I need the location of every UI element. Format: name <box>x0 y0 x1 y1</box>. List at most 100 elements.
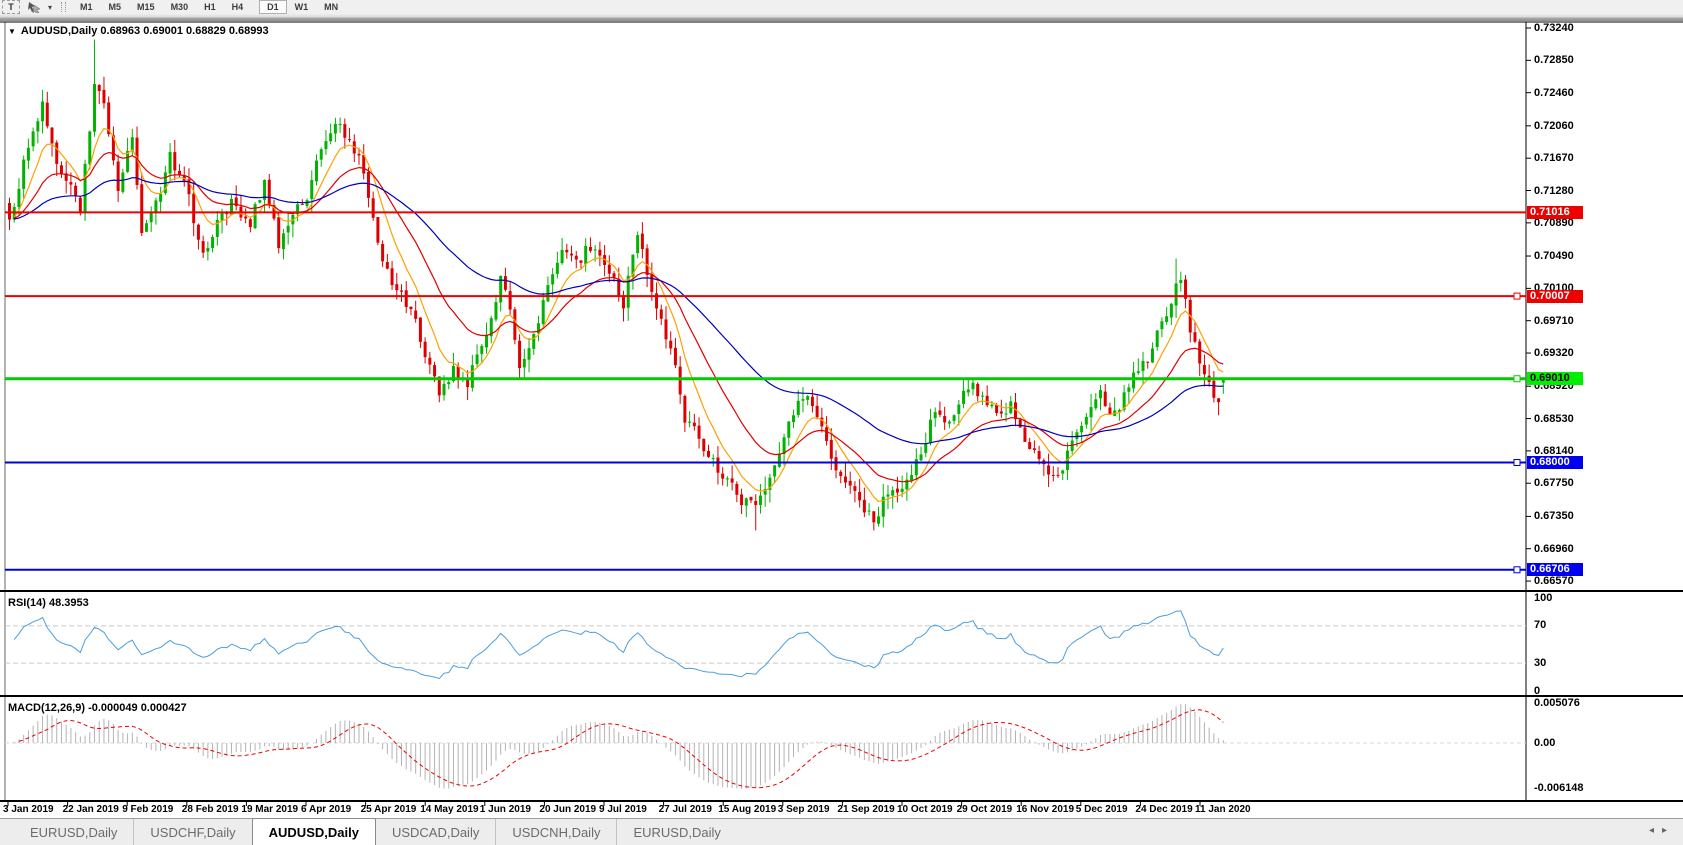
price-tick-0.73240: 0.73240 <box>1534 22 1574 34</box>
candlestick-series <box>8 39 1225 531</box>
date-tick-21-Sep-2019: 21 Sep 2019 <box>837 804 895 815</box>
price-tick-0.69710: 0.69710 <box>1534 314 1574 327</box>
macd-scale-min: -0.006148 <box>1534 782 1584 794</box>
timeframe-button-h4[interactable]: H4 <box>231 2 244 12</box>
rsi-value: 48.3953 <box>48 597 89 609</box>
date-tick-11-Jan-2020: 11 Jan 2020 <box>1195 804 1251 815</box>
symbol-period-label: AUDUSD,Daily <box>20 25 98 37</box>
price-tick-0.72850: 0.72850 <box>1534 54 1574 67</box>
hline-handle-0.66706[interactable] <box>1513 566 1521 574</box>
timeframe-button-w1[interactable]: W1 <box>294 2 309 12</box>
chart-tab-audusd-2[interactable]: AUDUSD,Daily <box>251 818 376 845</box>
macd-name: MACD(12,26,9) <box>8 702 86 714</box>
macd-indicator-label: MACD(12,26,9) -0.000049 0.000427 <box>8 702 187 714</box>
price-tick-0.68530: 0.68530 <box>1534 412 1574 425</box>
chevron-down-icon[interactable]: ▾ <box>48 2 53 12</box>
tab-scroll-right-icon[interactable]: ▸ <box>1661 825 1675 836</box>
macd-histogram <box>13 704 1224 789</box>
price-tick-0.72460: 0.72460 <box>1534 86 1574 99</box>
price-flag-0.66706: 0.66706 <box>1527 563 1583 577</box>
hline-handle-0.69010[interactable] <box>1513 375 1521 383</box>
date-tick-16-Nov-2019: 16 Nov 2019 <box>1016 804 1075 815</box>
date-tick-10-Oct-2019: 10 Oct 2019 <box>897 804 953 815</box>
date-tick-15-Aug-2019: 15 Aug 2019 <box>718 804 777 815</box>
ma-line-55 <box>14 177 1224 445</box>
price-tick-0.70490: 0.70490 <box>1534 250 1574 263</box>
ma-line-21 <box>13 151 1224 483</box>
price-flag-0.71016: 0.71016 <box>1527 205 1583 219</box>
price-tick-0.72060: 0.72060 <box>1534 119 1574 132</box>
rsi-indicator-label: RSI(14) 48.3953 <box>8 597 89 609</box>
rsi-name: RSI(14) <box>8 597 46 609</box>
price-flag-0.70007: 0.70007 <box>1527 289 1583 303</box>
tab-scroll-left-icon[interactable]: ◂ <box>1648 825 1662 836</box>
chart-tab-usdchf-1[interactable]: USDCHF,Daily <box>133 819 251 845</box>
date-tick-28-Feb-2019: 28 Feb 2019 <box>181 804 239 815</box>
date-tick-1-Jun-2019: 1 Jun 2019 <box>479 804 531 815</box>
price-tick-0.71670: 0.71670 <box>1534 152 1574 165</box>
date-tick-22-Jan-2019: 22 Jan 2019 <box>62 804 119 815</box>
price-tick-0.66960: 0.66960 <box>1534 542 1574 555</box>
tab-scroll-buttons: ◂▸ <box>1649 825 1675 836</box>
price-flag-0.68000: 0.68000 <box>1527 455 1583 469</box>
date-tick-25-Apr-2019: 25 Apr 2019 <box>360 804 417 815</box>
arrows-icon <box>28 1 40 13</box>
timeframe-button-m1[interactable]: M1 <box>80 2 93 12</box>
date-tick-14-May-2019: 14 May 2019 <box>420 804 479 815</box>
date-tick-20-Jun-2019: 20 Jun 2019 <box>539 804 597 815</box>
ma-line-8 <box>13 127 1224 503</box>
date-tick-3-Sep-2019: 3 Sep 2019 <box>777 804 830 815</box>
timeframe-button-d1[interactable]: D1 <box>259 0 287 14</box>
rsi-scale-100: 100 <box>1534 592 1553 604</box>
hline-handle-0.70007[interactable] <box>1513 292 1521 300</box>
rsi-line <box>13 610 1224 680</box>
text-tool-button[interactable]: T <box>2 0 20 14</box>
macd-signal-line <box>18 709 1224 789</box>
timeframe-buttons: M1 M5 M15 M30 H1 H4 D1 W1 MN <box>72 0 346 14</box>
price-rsi-separator <box>0 590 1683 592</box>
date-tick-9-Jul-2019: 9 Jul 2019 <box>599 804 647 815</box>
timeframe-button-m30[interactable]: M30 <box>170 2 189 12</box>
timeframe-button-mn[interactable]: MN <box>324 2 339 12</box>
timeframe-button-m5[interactable]: M5 <box>108 2 122 12</box>
hline-handle-0.68000[interactable] <box>1513 458 1521 466</box>
chart-tabs-bar: EURUSD,Daily USDCHF,Daily AUDUSD,Daily USDC… <box>0 818 1683 845</box>
price-tick-0.68140: 0.68140 <box>1534 444 1574 457</box>
price-flag-0.69010: 0.69010 <box>1527 372 1583 386</box>
arrows-tool-button[interactable] <box>24 1 43 13</box>
price-tick-0.70890: 0.70890 <box>1534 216 1574 229</box>
ohlc-values: 0.68963 0.69001 0.68829 0.68993 <box>100 25 269 37</box>
timeframe-button-m15[interactable]: M15 <box>137 2 155 12</box>
chart-title: ▼ AUDUSD,Daily 0.68963 0.69001 0.68829 0.… <box>8 25 269 37</box>
chart-tabs: EURUSD,Daily USDCHF,Daily AUDUSD,Daily USDC… <box>14 818 737 845</box>
price-tick-0.67750: 0.67750 <box>1534 477 1574 490</box>
price-tick-0.67350: 0.67350 <box>1534 510 1574 523</box>
date-tick-29-Oct-2019: 29 Oct 2019 <box>956 804 1013 815</box>
date-tick-5-Dec-2019: 5 Dec 2019 <box>1075 804 1128 815</box>
chart-canvas[interactable] <box>0 21 1683 818</box>
date-tick-24-Dec-2019: 24 Dec 2019 <box>1135 804 1193 815</box>
chart-tab-usdcnh-4[interactable]: USDCNH,Daily <box>495 819 616 845</box>
chart-window: ▼ AUDUSD,Daily 0.68963 0.69001 0.68829 0.… <box>0 21 1683 818</box>
chart-tab-usdcad-3[interactable]: USDCAD,Daily <box>391 824 480 840</box>
toolbar-grip <box>61 2 67 12</box>
macd-bottom-border <box>0 800 1683 802</box>
price-tick-0.71280: 0.71280 <box>1534 184 1574 197</box>
chart-tab-eurusd-5[interactable]: EURUSD,Daily <box>616 819 736 845</box>
toolbar: T ▾ M1 M5 M15 M30 H1 H4 D1 W1 MN <box>0 0 1683 14</box>
collapse-triangle-icon[interactable]: ▼ <box>8 27 16 36</box>
price-tick-0.66570: 0.66570 <box>1534 575 1574 588</box>
date-tick-9-Feb-2019: 9 Feb 2019 <box>122 804 174 815</box>
timeframe-button-h1[interactable]: H1 <box>204 2 216 12</box>
macd-scale-max: 0.005076 <box>1534 697 1580 709</box>
rsi-scale-30: 30 <box>1534 657 1547 669</box>
macd-values: -0.000049 0.000427 <box>88 702 187 714</box>
date-tick-3-Jan-2019: 3 Jan 2019 <box>3 804 54 815</box>
chart-tab-eurusd-0[interactable]: EURUSD,Daily <box>30 824 118 840</box>
date-tick-19-Mar-2019: 19 Mar 2019 <box>241 804 299 815</box>
date-tick-27-Jul-2019: 27 Jul 2019 <box>658 804 712 815</box>
rsi-macd-separator <box>0 695 1683 697</box>
chart-h-scrollbar[interactable] <box>0 14 1683 21</box>
rsi-scale-70: 70 <box>1534 619 1547 631</box>
